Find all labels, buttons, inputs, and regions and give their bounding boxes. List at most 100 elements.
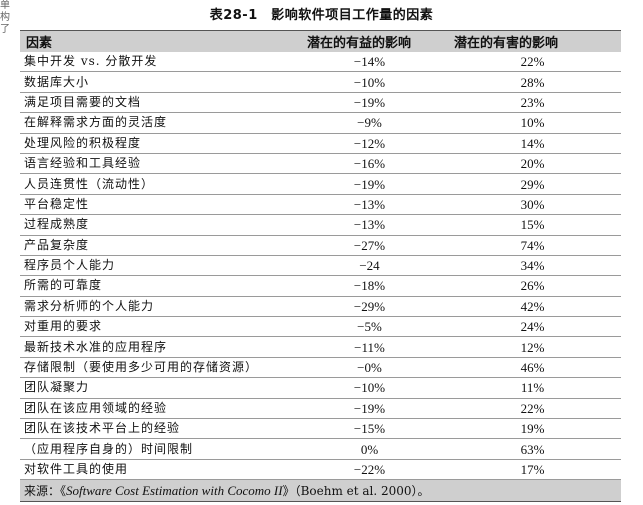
detrimental-cell: 15% (444, 214, 621, 236)
beneficial-cell: −18% (295, 275, 444, 297)
table-row: 满足项目需要的文档 −19% 23% (20, 92, 621, 114)
factor-cell: 团队在该应用领域的经验 (20, 398, 295, 420)
detrimental-cell: 22% (444, 52, 621, 73)
table-row: 团队在该技术平台上的经验 −15% 19% (20, 418, 621, 440)
beneficial-cell: −11% (295, 336, 444, 358)
factor-cell: 语言经验和工具经验 (20, 153, 295, 175)
beneficial-cell: −19% (295, 173, 444, 195)
table-row: 对重用的要求 −5% 24% (20, 316, 621, 338)
table-row: 数据库大小 −10% 28% (20, 71, 621, 93)
table-row: 团队凝聚力 −10% 11% (20, 377, 621, 399)
detrimental-cell: 30% (444, 194, 621, 216)
detrimental-cell: 28% (444, 71, 621, 93)
table-row: 在解释需求方面的灵活度 −9% 10% (20, 112, 621, 134)
header-beneficial: 潜在的有益的影响 (295, 30, 444, 52)
table-row: 需求分析师的个人能力 −29% 42% (20, 296, 621, 318)
factor-cell: 对重用的要求 (20, 316, 295, 338)
table-row: 集中开发 vs. 分散开发 −14% 22% (20, 52, 621, 73)
effort-factors-table: 因素 潜在的有益的影响 潜在的有害的影响 集中开发 vs. 分散开发 −14% 22… (20, 30, 621, 481)
factor-cell: 满足项目需要的文档 (20, 92, 295, 114)
detrimental-cell: 11% (444, 377, 621, 399)
beneficial-cell: −5% (295, 316, 444, 338)
factor-cell: 处理风险的积极程度 (20, 133, 295, 154)
table-row: 处理风险的积极程度 −12% 14% (20, 133, 621, 154)
beneficial-cell: −0% (295, 357, 444, 379)
beneficial-cell: −16% (295, 153, 444, 175)
detrimental-cell: 29% (444, 173, 621, 195)
factor-cell: 数据库大小 (20, 71, 295, 93)
beneficial-cell: −22% (295, 459, 444, 481)
factor-cell: 对软件工具的使用 (20, 459, 295, 481)
beneficial-cell: −10% (295, 71, 444, 93)
detrimental-cell: 42% (444, 296, 621, 318)
table-row: 人员连贯性（流动性） −19% 29% (20, 173, 621, 195)
table-row: 团队在该应用领域的经验 −19% 22% (20, 398, 621, 420)
detrimental-cell: 26% (444, 275, 621, 297)
detrimental-cell: 19% (444, 418, 621, 440)
detrimental-cell: 63% (444, 438, 621, 460)
beneficial-cell: −24 (295, 255, 444, 277)
factor-cell: 产品复杂度 (20, 235, 295, 256)
table-row: 存储限制（要使用多少可用的存储资源） −0% 46% (20, 357, 621, 379)
source-prefix: 来源：《 (24, 484, 67, 499)
table-body: 集中开发 vs. 分散开发 −14% 22% 数据库大小 −10% 28% 满足项目需要的文… (20, 52, 621, 481)
table-row: 语言经验和工具经验 −16% 20% (20, 153, 621, 175)
detrimental-cell: 12% (444, 336, 621, 358)
margin-char-1: 单 (0, 0, 10, 11)
margin-char-3: 了 (0, 24, 10, 35)
detrimental-cell: 46% (444, 357, 621, 379)
detrimental-cell: 34% (444, 255, 621, 277)
table-row: 产品复杂度 −27% 74% (20, 235, 621, 256)
beneficial-cell: −13% (295, 194, 444, 216)
source-book-title: Software Cost Estimation with Cocomo II (66, 483, 283, 499)
table-header-row: 因素 潜在的有益的影响 潜在的有害的影响 (20, 30, 621, 52)
source-note: 来源：《Software Cost Estimation with Cocomo… (20, 480, 621, 503)
factor-cell: 最新技术水准的应用程序 (20, 336, 295, 358)
source-suffix: 》（Boehm et al. 2000）。 (282, 484, 430, 499)
factor-cell: 人员连贯性（流动性） (20, 173, 295, 195)
detrimental-cell: 14% (444, 133, 621, 154)
header-factor: 因素 (20, 30, 295, 52)
table-row: 对软件工具的使用 −22% 17% (20, 459, 621, 481)
factor-cell: 过程成熟度 (20, 214, 295, 236)
table-row: 过程成熟度 −13% 15% (20, 214, 621, 236)
factor-cell: 团队在该技术平台上的经验 (20, 418, 295, 440)
beneficial-cell: 0% (295, 438, 444, 460)
detrimental-cell: 23% (444, 92, 621, 114)
effort-factors-table-wrapper: 因素 潜在的有益的影响 潜在的有害的影响 集中开发 vs. 分散开发 −14% 22… (20, 30, 621, 503)
beneficial-cell: −19% (295, 398, 444, 420)
beneficial-cell: −13% (295, 214, 444, 236)
table-row: 程序员个人能力 −24 34% (20, 255, 621, 277)
beneficial-cell: −29% (295, 296, 444, 318)
table-title: 表28-1 影响软件项目工作量的因素 (209, 8, 434, 23)
factor-cell: 程序员个人能力 (20, 255, 295, 277)
detrimental-cell: 22% (444, 398, 621, 420)
detrimental-cell: 10% (444, 112, 621, 134)
detrimental-cell: 24% (444, 316, 621, 338)
table-row: （应用程序自身的）时间限制 0% 63% (20, 438, 621, 460)
header-detrimental: 潜在的有害的影响 (444, 30, 621, 52)
beneficial-cell: −15% (295, 418, 444, 440)
factor-cell: 集中开发 vs. 分散开发 (20, 52, 295, 73)
beneficial-cell: −12% (295, 133, 444, 154)
factor-cell: 平台稳定性 (20, 194, 295, 216)
beneficial-cell: −10% (295, 377, 444, 399)
detrimental-cell: 74% (444, 235, 621, 256)
detrimental-cell: 20% (444, 153, 621, 175)
beneficial-cell: −19% (295, 92, 444, 114)
factor-cell: 所需的可靠度 (20, 275, 295, 297)
factor-cell: 团队凝聚力 (20, 377, 295, 399)
detrimental-cell: 17% (444, 459, 621, 481)
table-row: 所需的可靠度 −18% 26% (20, 275, 621, 297)
beneficial-cell: −9% (295, 112, 444, 134)
margin-char-2: 构 (0, 12, 10, 23)
table-row: 最新技术水准的应用程序 −11% 12% (20, 336, 621, 358)
factor-cell: （应用程序自身的）时间限制 (20, 438, 295, 460)
margin-fragment: 单 构 了 (0, 0, 14, 36)
beneficial-cell: −27% (295, 235, 444, 256)
table-row: 平台稳定性 −13% 30% (20, 194, 621, 216)
factor-cell: 存储限制（要使用多少可用的存储资源） (20, 357, 295, 379)
beneficial-cell: −14% (295, 52, 444, 73)
factor-cell: 需求分析师的个人能力 (20, 296, 295, 318)
factor-cell: 在解释需求方面的灵活度 (20, 112, 295, 134)
